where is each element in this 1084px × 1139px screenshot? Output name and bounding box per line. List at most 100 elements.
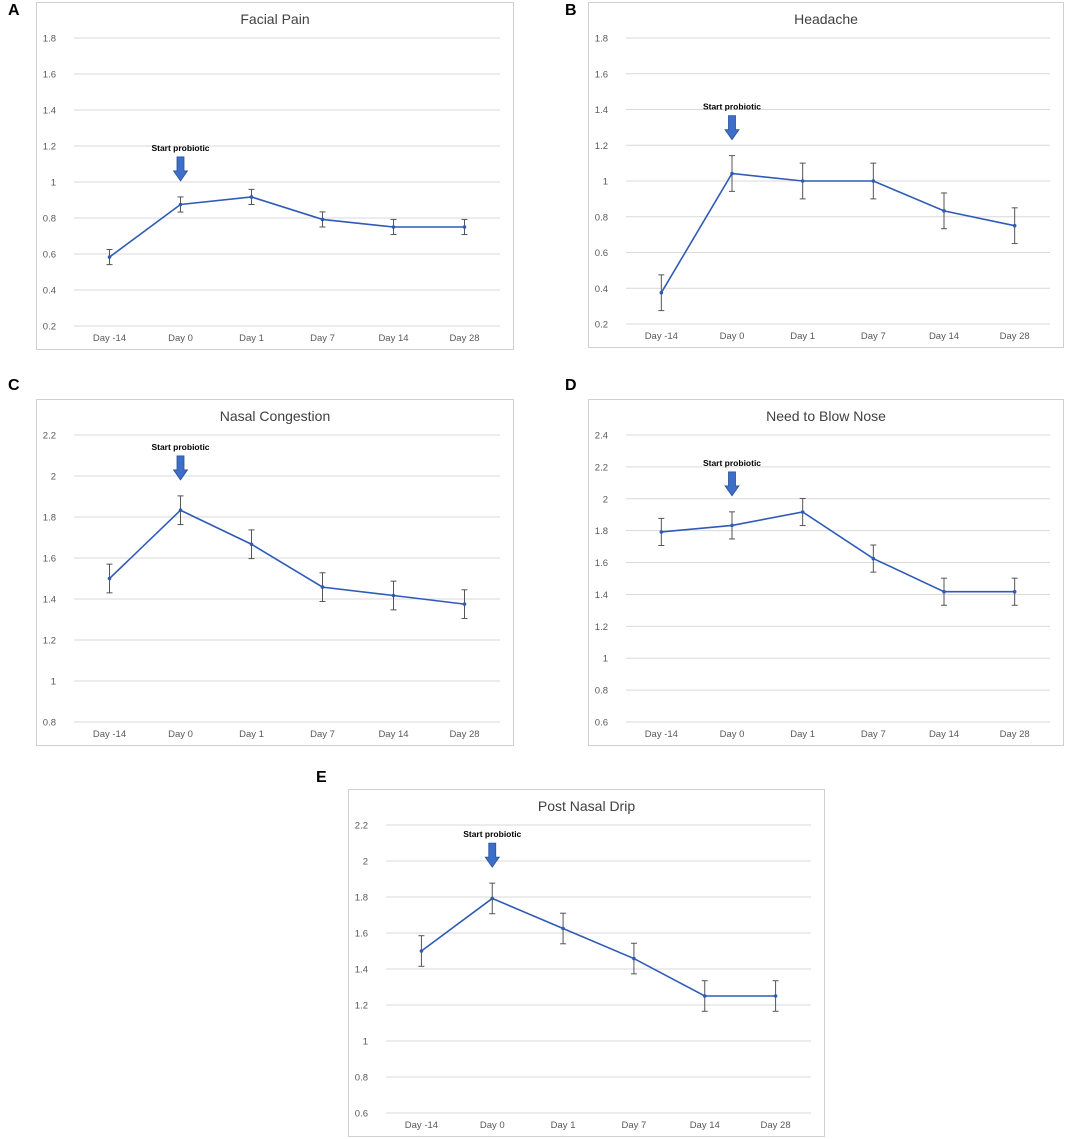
x-tick-label: Day 7: [310, 333, 335, 344]
x-tick-label: Day -14: [405, 1120, 438, 1131]
data-point: [419, 949, 424, 953]
start-probiotic-annotation: Start probiotic: [463, 829, 522, 868]
data-point: [249, 542, 254, 547]
y-tick-label: 0.6: [355, 1109, 368, 1120]
data-point: [490, 896, 495, 901]
y-tick-label: 0.8: [595, 212, 608, 223]
data-point: [561, 926, 565, 931]
y-tick-label: 1: [363, 1037, 368, 1048]
annotation-label: Start probiotic: [703, 102, 761, 112]
x-tick-label: Day 0: [720, 331, 745, 342]
y-tick-label: 1.4: [595, 105, 608, 116]
annotation-label: Start probiotic: [151, 143, 209, 153]
y-tick-label: 1: [603, 654, 608, 665]
annotation-label: Start probiotic: [463, 829, 521, 839]
y-tick-label: 1: [51, 677, 56, 688]
y-tick-label: 0.8: [355, 1073, 368, 1084]
y-tick-label: 2.2: [595, 462, 608, 473]
y-tick-label: 2: [603, 494, 608, 505]
y-tick-label: 1.6: [43, 70, 56, 81]
down-arrow-icon: [724, 471, 740, 497]
series-line: [109, 196, 465, 258]
x-tick-label: Day 7: [861, 729, 886, 740]
data-point: [249, 195, 254, 199]
panel-letter-e: E: [316, 769, 327, 786]
x-tick-label: Day 28: [449, 333, 479, 344]
x-tick-label: Day 1: [551, 1120, 576, 1131]
x-tick-label: Day 0: [480, 1120, 505, 1131]
chart-title: Need to Blow Nose: [766, 408, 886, 424]
y-tick-label: 0.8: [43, 718, 56, 729]
start-probiotic-annotation: Start probiotic: [703, 458, 761, 497]
x-tick-label: Day -14: [93, 729, 126, 740]
y-tick-label: 1.2: [43, 636, 56, 647]
y-tick-label: 2.2: [355, 821, 368, 832]
y-tick-label: 0.4: [43, 286, 56, 297]
y-tick-label: 1.2: [355, 1001, 368, 1012]
data-point: [659, 290, 664, 295]
chart-frame: [36, 2, 514, 350]
annotation-label: Start probiotic: [151, 442, 209, 452]
series-line: [660, 172, 1015, 294]
data-point: [391, 593, 396, 598]
x-tick-label: Day 0: [168, 729, 193, 740]
series-line: [108, 509, 465, 605]
y-tick-label: 1.8: [43, 513, 56, 524]
data-point: [178, 202, 183, 207]
chart-title: Post Nasal Drip: [538, 798, 635, 814]
chart-frame: [36, 399, 514, 746]
x-tick-label: Day 7: [310, 729, 335, 740]
y-tick-label: 1.8: [43, 34, 56, 45]
y-tick-label: 1.4: [43, 106, 56, 117]
data-point: [702, 994, 707, 998]
x-tick-label: Day -14: [93, 333, 126, 344]
panel-letter-c: C: [8, 377, 20, 394]
y-tick-label: 1.6: [595, 558, 608, 569]
x-tick-label: Day 0: [720, 729, 745, 740]
panel-letter-b: B: [565, 2, 577, 19]
y-tick-label: 0.6: [595, 718, 608, 729]
y-tick-label: 1.6: [595, 69, 608, 80]
y-tick-label: 1.4: [43, 595, 56, 606]
chart-frame: [348, 789, 825, 1137]
x-tick-label: Day 14: [929, 729, 959, 740]
data-point: [871, 179, 876, 183]
start-probiotic-annotation: Start probiotic: [151, 143, 210, 182]
y-tick-label: 0.6: [595, 248, 608, 259]
y-tick-label: 1: [603, 177, 608, 188]
x-tick-label: Day 14: [929, 331, 959, 342]
y-tick-label: 0.4: [595, 284, 608, 295]
data-point: [1012, 589, 1017, 594]
y-tick-label: 1.6: [355, 929, 368, 940]
data-point: [773, 994, 778, 998]
x-tick-label: Day -14: [645, 729, 678, 740]
headache-chart: Headache 0.2 0.4 0.6 0.8 1 1.2 1.4 1.6 1.8 Day -14…: [588, 2, 1064, 348]
y-tick-label: 1.2: [595, 622, 608, 633]
chart-title: Nasal Congestion: [220, 408, 331, 424]
series-line: [420, 897, 776, 997]
y-tick-label: 2.2: [43, 431, 56, 442]
data-point: [800, 510, 805, 514]
y-tick-label: 1: [51, 178, 56, 189]
x-tick-label: Day 7: [622, 1120, 647, 1131]
y-tick-label: 1.2: [43, 142, 56, 153]
chart-title: Facial Pain: [240, 11, 309, 27]
data-point: [659, 530, 664, 534]
x-tick-label: Day 1: [239, 729, 264, 740]
data-point: [391, 225, 396, 229]
data-point: [730, 523, 734, 528]
panel-letter-a: A: [8, 2, 20, 19]
data-point: [462, 602, 467, 606]
annotation-label: Start probiotic: [703, 458, 761, 468]
y-tick-label: 0.2: [595, 320, 608, 331]
down-arrow-icon: [172, 156, 189, 182]
y-tick-label: 2: [51, 472, 56, 483]
chart-title: Headache: [794, 11, 858, 27]
x-tick-label: Day 0: [168, 333, 193, 344]
x-tick-label: Day 28: [761, 1120, 791, 1131]
x-tick-label: Day 7: [861, 331, 886, 342]
chart-frame: [588, 399, 1064, 746]
post-nasal-drip-chart: Post Nasal Drip 0.6 0.8 1 1.2 1.4 1.6 1.8 2 2.2 Da…: [348, 789, 825, 1137]
x-tick-label: Day 14: [378, 729, 408, 740]
data-point: [800, 179, 805, 183]
